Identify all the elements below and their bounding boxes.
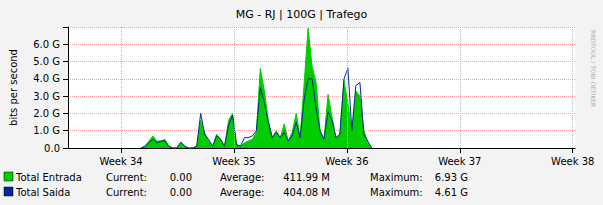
svg-text:0.00: 0.00 (170, 172, 192, 183)
svg-text:Week 34: Week 34 (99, 156, 142, 167)
svg-text:Maximum:: Maximum: (370, 172, 423, 183)
svg-text:Week 38: Week 38 (551, 156, 594, 167)
svg-text:411.99 M: 411.99 M (283, 172, 330, 183)
svg-text:Average:: Average: (220, 187, 264, 198)
svg-text:Week 37: Week 37 (438, 156, 481, 167)
svg-text:3.0 G: 3.0 G (33, 91, 60, 102)
svg-text:4.61 G: 4.61 G (435, 187, 468, 198)
svg-text:Maximum:: Maximum: (370, 187, 423, 198)
svg-text:Current:: Current: (106, 172, 147, 183)
svg-text:4.0 G: 4.0 G (33, 73, 60, 84)
svg-text:0.00: 0.00 (170, 187, 192, 198)
svg-text:2.0 G: 2.0 G (33, 108, 60, 119)
svg-text:Week 35: Week 35 (212, 156, 255, 167)
svg-text:0.0: 0.0 (44, 143, 60, 154)
svg-text:6.0 G: 6.0 G (33, 39, 60, 50)
svg-text:Week 36: Week 36 (325, 156, 368, 167)
svg-text:5.0 G: 5.0 G (33, 56, 60, 67)
svg-text:404.08 M: 404.08 M (283, 187, 330, 198)
svg-text:RRDTOOL / TOBI OETIKER: RRDTOOL / TOBI OETIKER (590, 30, 597, 107)
svg-text:MG - RJ | 100G | Trafego: MG - RJ | 100G | Trafego (236, 8, 368, 21)
svg-text:1.0 G: 1.0 G (33, 125, 60, 136)
svg-text:Total Saida: Total Saida (15, 187, 70, 198)
svg-text:Current:: Current: (106, 187, 147, 198)
svg-text:Average:: Average: (220, 172, 264, 183)
svg-text:6.93 G: 6.93 G (435, 172, 468, 183)
svg-text:Total Entrada: Total Entrada (15, 172, 82, 183)
svg-text:bits per second: bits per second (8, 49, 19, 126)
